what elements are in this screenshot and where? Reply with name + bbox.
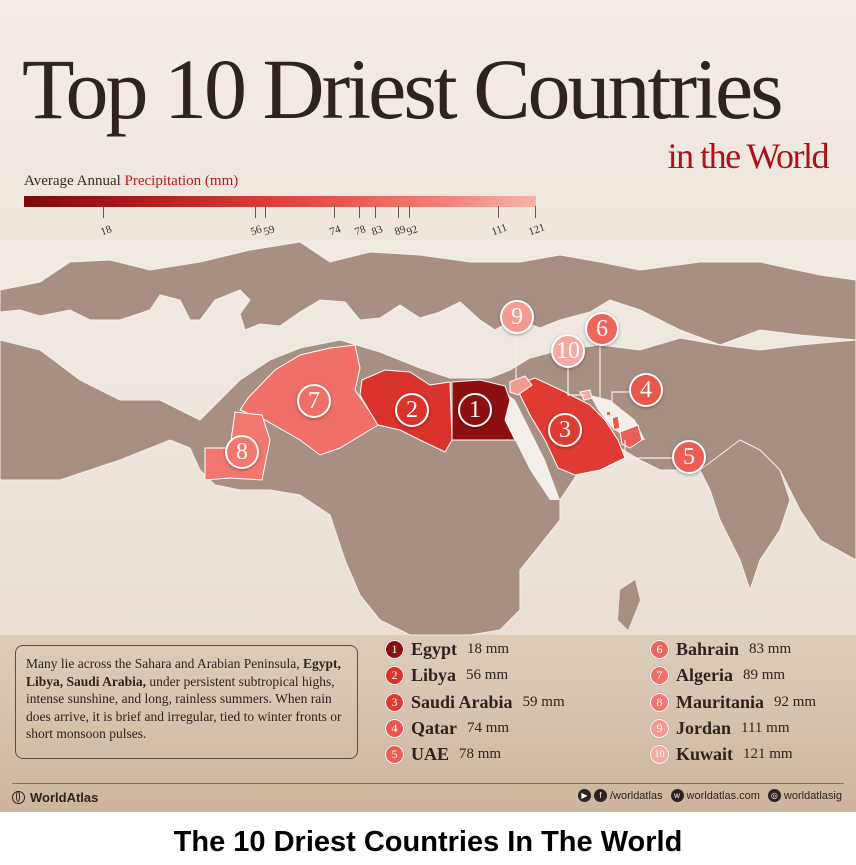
rank-country: Libya [411, 664, 457, 685]
country-bahrain [607, 412, 610, 415]
map-marker-algeria[interactable]: 7 [297, 384, 331, 418]
brand-name: WorldAtlas [30, 790, 99, 805]
globe-icon [12, 791, 25, 804]
rank-country: Bahrain [676, 638, 740, 659]
rank-country: Egypt [411, 638, 458, 659]
rank-badge: 4 [385, 718, 404, 738]
rank-badge: 7 [650, 665, 669, 685]
social-handle-1[interactable]: /worldatlas [609, 789, 663, 802]
title-main: Top 10 Driest Countries [22, 41, 784, 137]
rank-badge: 3 [385, 692, 404, 712]
rank-country: Algeria [676, 664, 733, 685]
rank-country: Jordan [676, 717, 732, 738]
rank-value: 59 mm [522, 693, 565, 710]
precipitation-scale-bar [24, 196, 536, 207]
ranking-item: 7 Algeria 89 mm [650, 664, 785, 686]
title-sub: in the World [667, 136, 830, 176]
footer-divider [12, 783, 844, 784]
country-kuwait [579, 389, 593, 401]
ranking-item: 6 Bahrain 83 mm [650, 638, 791, 660]
map-marker-bahrain[interactable]: 6 [585, 312, 619, 346]
rank-value: 121 mm [743, 745, 793, 762]
website-icon[interactable]: w [670, 789, 684, 802]
rank-value: 92 mm [774, 693, 817, 710]
ranking-item: 5 UAE 78 mm [385, 743, 501, 765]
ranking-item: 4 Qatar 74 mm [385, 717, 509, 739]
info-box: Many lie across the Sahara and Arabian P… [15, 645, 358, 759]
instagram-icon[interactable]: ◎ [767, 789, 781, 802]
social-handle-3[interactable]: worldatlasig [783, 789, 842, 802]
youtube-icon[interactable]: ▶ [577, 789, 591, 802]
tick-mark [375, 206, 376, 218]
map-marker-uae[interactable]: 5 [672, 440, 706, 474]
tick-mark [359, 206, 360, 218]
ranking-item: 9 Jordan 111 mm [650, 717, 790, 739]
rank-value: 89 mm [742, 666, 786, 683]
rank-value: 83 mm [749, 640, 792, 657]
tick-mark [535, 206, 536, 218]
map-marker-jordan[interactable]: 9 [500, 300, 534, 334]
rank-country: Qatar [411, 717, 457, 738]
tick-mark [103, 206, 104, 218]
tick-mark [334, 206, 335, 218]
rank-value: 56 mm [466, 666, 509, 683]
brand-logo[interactable]: WorldAtlas [12, 790, 98, 805]
ranking-item: 2 Libya 56 mm [385, 664, 508, 686]
tick-mark [409, 206, 410, 218]
map-marker-egypt[interactable]: 1 [458, 393, 492, 427]
tick-mark [265, 206, 266, 218]
infographic-poster: Top 10 Driest Countries in the World Ave… [0, 0, 856, 812]
rank-country: Kuwait [676, 743, 734, 764]
map-marker-qatar[interactable]: 4 [629, 373, 663, 407]
info-text-after: under persistent subtropical highs, inte… [26, 673, 342, 742]
madagascar [618, 580, 640, 630]
rank-value: 18 mm [467, 640, 510, 657]
map-marker-mauritania[interactable]: 8 [225, 435, 259, 469]
social-handle-2[interactable]: worldatlas.com [686, 789, 760, 802]
tick-mark [255, 206, 256, 218]
page-caption: The 10 Driest Countries In The World [173, 826, 683, 858]
rank-country: Mauritania [676, 691, 764, 712]
rank-country: UAE [411, 743, 450, 764]
rank-value: 78 mm [459, 745, 502, 762]
ranking-item: 8 Mauritania 92 mm [650, 691, 816, 713]
legend-label-accent: Precipitation (mm) [124, 173, 239, 189]
rank-badge: 9 [650, 718, 669, 738]
tick-mark [498, 206, 499, 218]
map [0, 240, 856, 636]
ranking-item: 1 Egypt 18 mm [385, 638, 509, 660]
rank-country: Saudi Arabia [411, 691, 513, 712]
rank-badge: 6 [650, 639, 669, 659]
legend-label: Average Annual Precipitation (mm) [24, 173, 238, 190]
info-text-bold: Egypt, Libya, Saudi Arabia, [26, 656, 341, 689]
marker-leader-lines [515, 335, 672, 459]
red-sea [502, 390, 560, 500]
ranking-item: 3 Saudi Arabia 59 mm [385, 691, 565, 713]
rank-badge: 8 [650, 692, 669, 712]
social-links: ▶ f /worldatlas w worldatlas.com ◎ world… [577, 789, 842, 802]
tick-mark [398, 206, 399, 218]
map-marker-kuwait[interactable]: 10 [551, 334, 585, 368]
rank-value: 111 mm [741, 719, 790, 736]
rank-badge: 2 [385, 665, 404, 685]
india-landmass [699, 439, 791, 592]
map-marker-saudi-arabia[interactable]: 3 [548, 413, 582, 447]
facebook-icon[interactable]: f [593, 789, 607, 802]
country-qatar [611, 415, 621, 431]
legend-label-prefix: Average Annual [24, 173, 121, 189]
rank-value: 74 mm [466, 719, 510, 736]
map-marker-libya[interactable]: 2 [395, 393, 429, 427]
rank-badge: 10 [650, 744, 669, 764]
rank-badge: 1 [385, 639, 404, 659]
rank-badge: 5 [385, 744, 404, 764]
country-jordan [509, 375, 533, 396]
ranking-item: 10 Kuwait 121 mm [650, 743, 793, 765]
info-text-before: Many lie across the Sahara and Arabian P… [26, 656, 304, 671]
